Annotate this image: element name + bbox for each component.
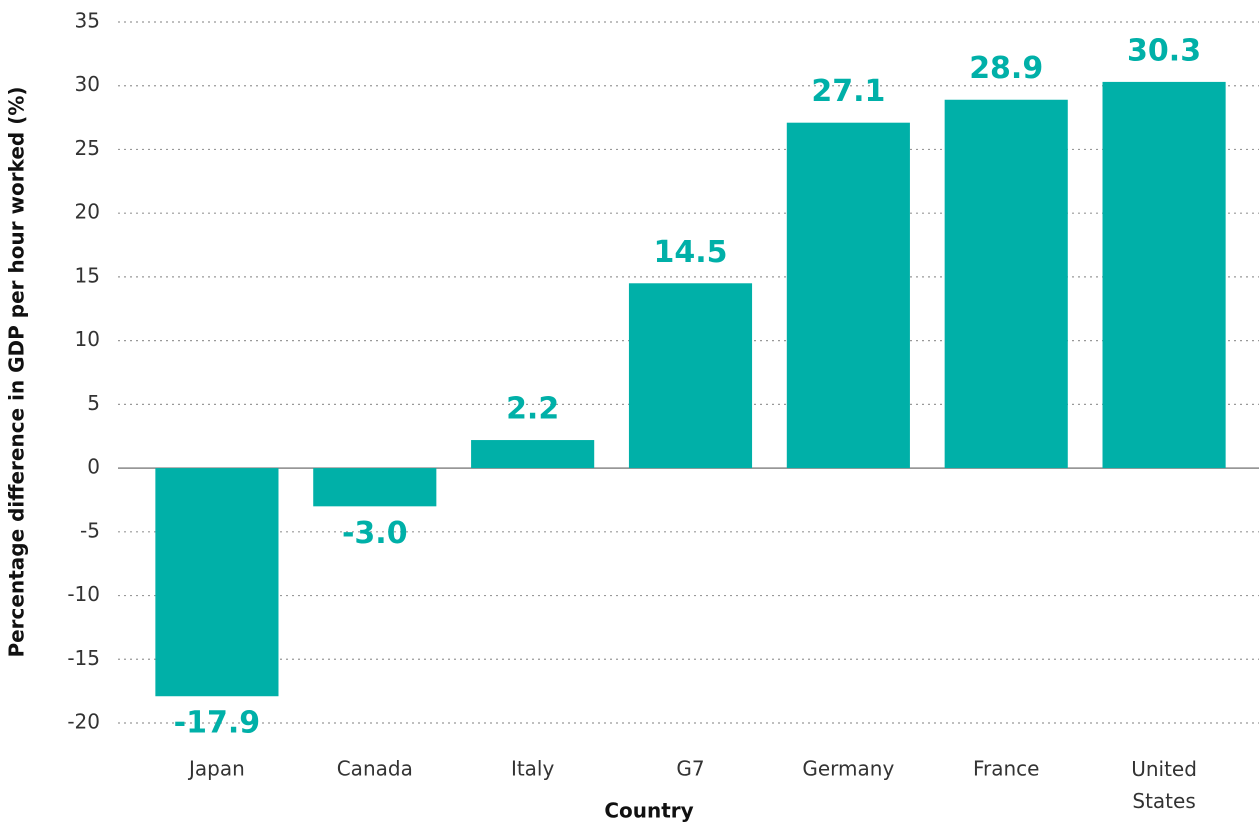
y-tick-label: 5: [87, 391, 100, 415]
x-tick-label: Japan: [187, 757, 245, 781]
y-tick-label: -20: [67, 710, 100, 734]
x-tick-label: United States: [1131, 757, 1197, 813]
data-label: 2.2: [506, 392, 559, 427]
x-tick-label: Italy: [511, 757, 555, 781]
data-label: 27.1: [811, 74, 885, 109]
x-tick-label: Canada: [337, 757, 413, 781]
y-tick-label: 25: [75, 136, 100, 160]
y-tick-label: 35: [75, 9, 100, 33]
x-axis-title: Country: [604, 799, 693, 823]
bar: [786, 122, 910, 469]
y-tick-label: 10: [75, 327, 100, 351]
data-label: 30.3: [1127, 33, 1201, 68]
y-axis-title: Percentage difference in GDP per hour wo…: [5, 86, 29, 657]
bar: [155, 468, 279, 697]
data-label: 28.9: [969, 51, 1043, 86]
y-tick-label: -15: [67, 646, 100, 670]
y-tick-label: 15: [75, 263, 100, 287]
y-tick-label: -10: [67, 582, 100, 606]
x-tick-label: Germany: [802, 757, 894, 781]
bar: [471, 440, 595, 469]
x-tick-label: France: [973, 757, 1040, 781]
bar: [944, 99, 1068, 469]
bar: [1102, 81, 1226, 469]
bar: [628, 283, 753, 469]
data-label: 14.5: [653, 235, 727, 270]
bar: [313, 468, 437, 507]
data-label: -3.0: [342, 516, 408, 551]
y-tick-label: 20: [75, 200, 100, 224]
y-tick-label: 30: [75, 72, 100, 96]
x-tick-label: G7: [676, 757, 704, 781]
y-tick-label: -5: [80, 518, 100, 542]
data-label: -17.9: [174, 706, 260, 741]
y-tick-label: 0: [87, 455, 100, 479]
